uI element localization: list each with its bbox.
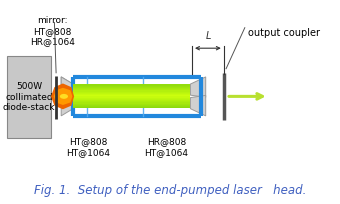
Bar <box>73 105 190 106</box>
Bar <box>73 103 190 104</box>
Bar <box>73 102 190 103</box>
Text: mirror:
HT@808
HR@1064: mirror: HT@808 HR@1064 <box>30 16 75 46</box>
Text: output coupler: output coupler <box>248 28 320 38</box>
Bar <box>73 100 190 102</box>
Text: Fig. 1.  Setup of the end-pumped laser   head.: Fig. 1. Setup of the end-pumped laser he… <box>34 183 306 196</box>
Polygon shape <box>61 96 73 116</box>
Polygon shape <box>54 88 72 105</box>
Bar <box>73 92 190 93</box>
Bar <box>73 106 190 108</box>
Bar <box>73 88 190 89</box>
Bar <box>73 96 190 97</box>
Bar <box>73 93 190 94</box>
Text: HR@808
HT@1064: HR@808 HT@1064 <box>144 137 189 156</box>
Polygon shape <box>61 78 73 98</box>
Bar <box>73 91 190 92</box>
Polygon shape <box>61 78 73 97</box>
Bar <box>73 89 190 90</box>
Text: 500W
collimated
diode-stack: 500W collimated diode-stack <box>3 82 55 112</box>
Text: L: L <box>205 31 211 41</box>
Polygon shape <box>190 78 206 98</box>
Bar <box>73 97 190 98</box>
Bar <box>7 57 51 139</box>
Polygon shape <box>51 84 74 110</box>
Bar <box>73 85 190 86</box>
Bar <box>73 94 190 96</box>
Bar <box>73 99 190 100</box>
Circle shape <box>60 94 68 99</box>
Bar <box>73 104 190 105</box>
Bar <box>73 86 190 88</box>
Polygon shape <box>190 96 206 116</box>
Bar <box>73 98 190 99</box>
Bar <box>73 90 190 91</box>
Bar <box>73 108 190 109</box>
Polygon shape <box>63 95 73 99</box>
Text: HT@808
HT@1064: HT@808 HT@1064 <box>66 137 110 156</box>
